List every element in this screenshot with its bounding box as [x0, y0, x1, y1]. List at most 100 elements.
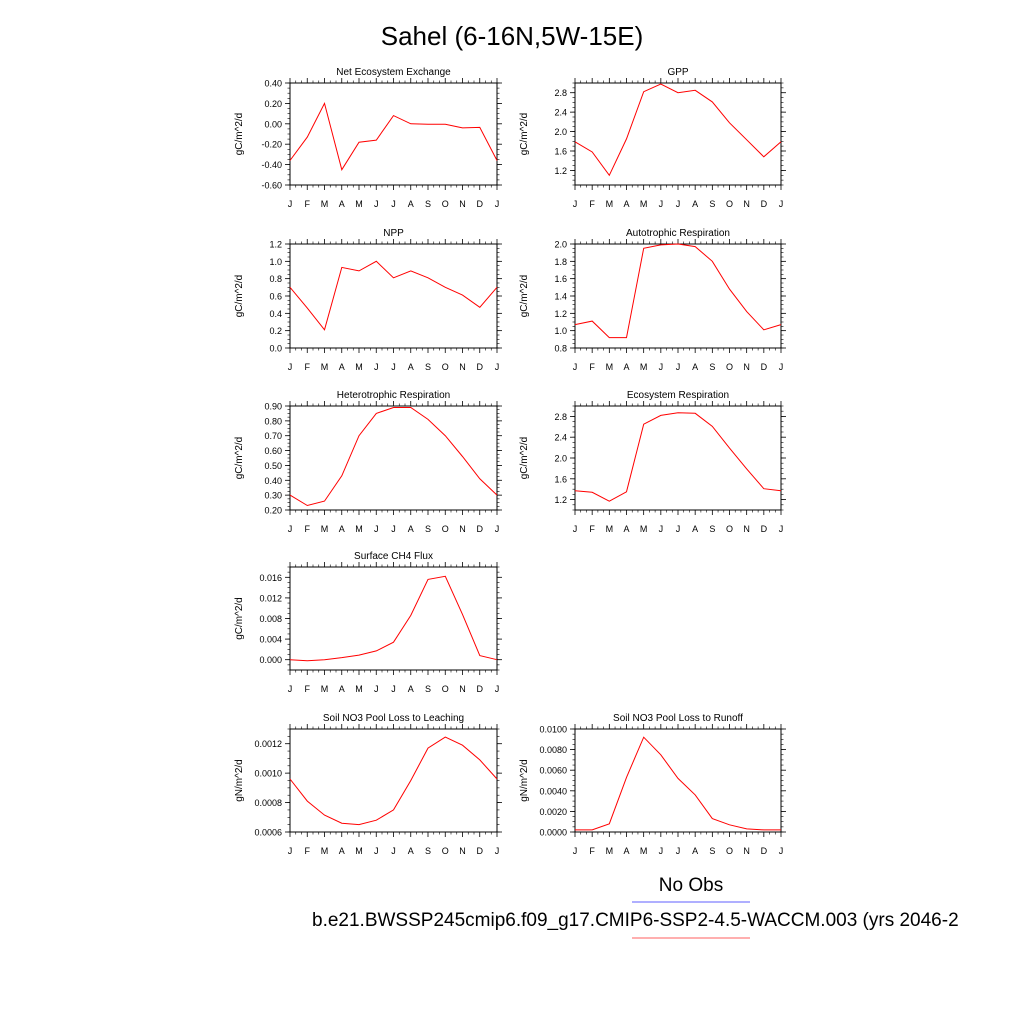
x-tick-label: F — [589, 199, 595, 209]
y-tick-label: 0.4 — [269, 309, 282, 319]
x-tick-label: J — [391, 524, 396, 534]
x-tick-label: M — [606, 524, 614, 534]
x-tick-label: J — [676, 199, 681, 209]
x-tick-label: O — [726, 524, 733, 534]
y-tick-label: 1.2 — [269, 240, 282, 250]
chart-title: Autotrophic Respiration — [626, 228, 730, 239]
y-tick-label: 0.0006 — [254, 828, 282, 838]
x-tick-label: S — [709, 524, 715, 534]
y-axis-label: gN/m^2/d — [234, 759, 245, 802]
x-tick-label: J — [391, 362, 396, 372]
y-tick-label: 0.50 — [264, 461, 282, 471]
series-line — [289, 102, 498, 171]
plot-frame — [574, 82, 782, 186]
y-tick-label: 0.016 — [259, 573, 282, 583]
y-tick-label: 0.0020 — [539, 807, 567, 817]
x-tick-label: J — [659, 846, 664, 856]
y-tick-label: 0.8 — [554, 344, 567, 354]
x-tick-label: N — [743, 199, 750, 209]
x-tick-label: J — [779, 199, 784, 209]
x-tick-label: J — [374, 199, 379, 209]
y-tick-label: 2.0 — [554, 454, 567, 464]
series-line — [289, 407, 498, 507]
x-tick-label: J — [288, 846, 293, 856]
page-title: Sahel (6-16N,5W-15E) — [381, 21, 644, 51]
x-tick-label: F — [589, 846, 595, 856]
y-tick-label: 0.20 — [264, 506, 282, 516]
x-tick-label: A — [623, 199, 629, 209]
chart-title: Soil NO3 Pool Loss to Runoff — [613, 713, 743, 724]
plot-frame — [289, 728, 498, 833]
x-tick-label: F — [305, 846, 311, 856]
x-tick-label: O — [442, 684, 449, 694]
y-tick-label: 0.004 — [259, 635, 282, 645]
chart-title: GPP — [667, 67, 688, 78]
y-tick-label: 1.0 — [554, 326, 567, 336]
y-axis-label: gC/m^2/d — [519, 437, 530, 480]
y-tick-label: 0.60 — [264, 446, 282, 456]
x-tick-label: A — [692, 524, 698, 534]
y-tick-label: 1.2 — [554, 495, 567, 505]
x-tick-label: J — [676, 524, 681, 534]
x-tick-label: M — [355, 684, 363, 694]
x-tick-label: O — [726, 199, 733, 209]
chart-title: Soil NO3 Pool Loss to Leaching — [323, 713, 464, 724]
x-tick-label: M — [355, 362, 363, 372]
y-tick-label: 0.40 — [264, 79, 282, 89]
legend-model-label: b.e21.BWSSP245cmip6.f09_g17.CMIP6-SSP2-4… — [312, 910, 959, 931]
x-tick-label: M — [640, 362, 648, 372]
y-tick-label: 0.2 — [269, 326, 282, 336]
x-tick-label: A — [339, 846, 345, 856]
x-tick-label: N — [743, 846, 750, 856]
y-tick-label: 1.6 — [554, 474, 567, 484]
plot-frame — [289, 82, 498, 186]
plot-frame — [574, 243, 782, 349]
x-tick-label: N — [459, 846, 466, 856]
plot-frame — [574, 728, 782, 833]
x-tick-label: F — [589, 362, 595, 372]
y-tick-label: 2.8 — [554, 88, 567, 98]
y-tick-label: -0.60 — [261, 181, 282, 191]
x-tick-label: N — [459, 362, 466, 372]
plot-frame — [574, 405, 782, 511]
x-tick-label: J — [495, 362, 500, 372]
y-tick-label: 0.0012 — [254, 739, 282, 749]
x-tick-label: M — [355, 524, 363, 534]
x-tick-label: J — [573, 846, 578, 856]
y-tick-label: 0.000 — [259, 655, 282, 665]
x-tick-label: N — [743, 362, 750, 372]
x-tick-label: M — [606, 199, 614, 209]
y-tick-label: 2.4 — [554, 433, 567, 443]
y-tick-label: 0.70 — [264, 431, 282, 441]
x-tick-label: S — [709, 362, 715, 372]
y-tick-label: 1.6 — [554, 274, 567, 284]
x-tick-label: A — [339, 199, 345, 209]
x-tick-label: M — [640, 199, 648, 209]
x-tick-label: J — [659, 524, 664, 534]
x-tick-label: J — [676, 846, 681, 856]
x-tick-label: D — [761, 846, 768, 856]
x-tick-label: N — [743, 524, 750, 534]
x-tick-label: A — [408, 199, 414, 209]
chart-title: Net Ecosystem Exchange — [336, 67, 451, 78]
x-tick-label: S — [425, 684, 431, 694]
x-tick-label: M — [606, 362, 614, 372]
x-tick-label: A — [692, 362, 698, 372]
x-tick-label: A — [339, 362, 345, 372]
x-tick-label: D — [761, 362, 768, 372]
x-tick-label: S — [425, 362, 431, 372]
x-tick-label: J — [391, 846, 396, 856]
x-tick-label: M — [355, 846, 363, 856]
x-tick-label: F — [305, 199, 311, 209]
y-tick-label: 1.2 — [554, 166, 567, 176]
y-tick-label: 0.30 — [264, 491, 282, 501]
series-line — [574, 243, 782, 339]
x-tick-label: F — [305, 524, 311, 534]
chart-title: Heterotrophic Respiration — [337, 390, 450, 401]
x-tick-label: O — [726, 362, 733, 372]
y-tick-label: 0.0010 — [254, 769, 282, 779]
x-tick-label: A — [623, 846, 629, 856]
